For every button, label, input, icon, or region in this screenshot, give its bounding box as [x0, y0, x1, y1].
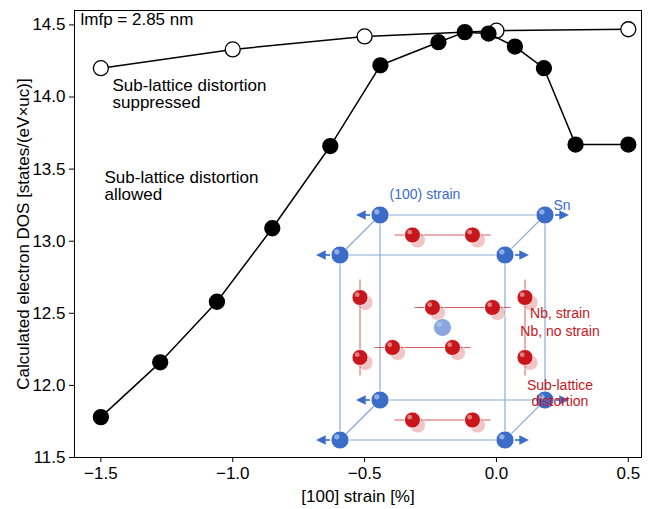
svg-text:(100) strain: (100) strain: [390, 186, 461, 202]
svg-text:12.5: 12.5: [32, 304, 65, 323]
svg-text:Sub-lattice: Sub-lattice: [527, 377, 593, 393]
svg-text:Nb, no strain: Nb, no strain: [520, 323, 599, 339]
svg-text:[100] strain [%]: [100] strain [%]: [301, 487, 414, 506]
svg-text:−1.5: −1.5: [84, 464, 118, 483]
svg-text:11.5: 11.5: [34, 448, 66, 467]
svg-text:13.0: 13.0: [32, 232, 65, 251]
svg-text:distortion: distortion: [532, 393, 589, 409]
svg-text:0.0: 0.0: [485, 464, 509, 483]
svg-text:0.5: 0.5: [616, 464, 640, 483]
svg-text:Sub-lattice distortionallowed: Sub-lattice distortionallowed: [105, 168, 259, 204]
svg-text:lmfp = 2.85 nm: lmfp = 2.85 nm: [81, 10, 194, 29]
svg-text:−0.5: −0.5: [348, 464, 382, 483]
svg-text:Sn: Sn: [553, 197, 570, 213]
svg-text:−1.0: −1.0: [216, 464, 250, 483]
svg-text:14.5: 14.5: [32, 15, 65, 34]
svg-text:13.5: 13.5: [32, 160, 65, 179]
svg-text:12.0: 12.0: [32, 376, 65, 395]
svg-text:Sub-lattice distortionsuppress: Sub-lattice distortionsuppressed: [113, 76, 267, 112]
svg-text:14.0: 14.0: [32, 87, 65, 106]
svg-text:Calculated electron DOS [state: Calculated electron DOS [states/(eV×uc)]: [14, 78, 33, 389]
svg-text:Nb, strain: Nb, strain: [530, 305, 590, 321]
